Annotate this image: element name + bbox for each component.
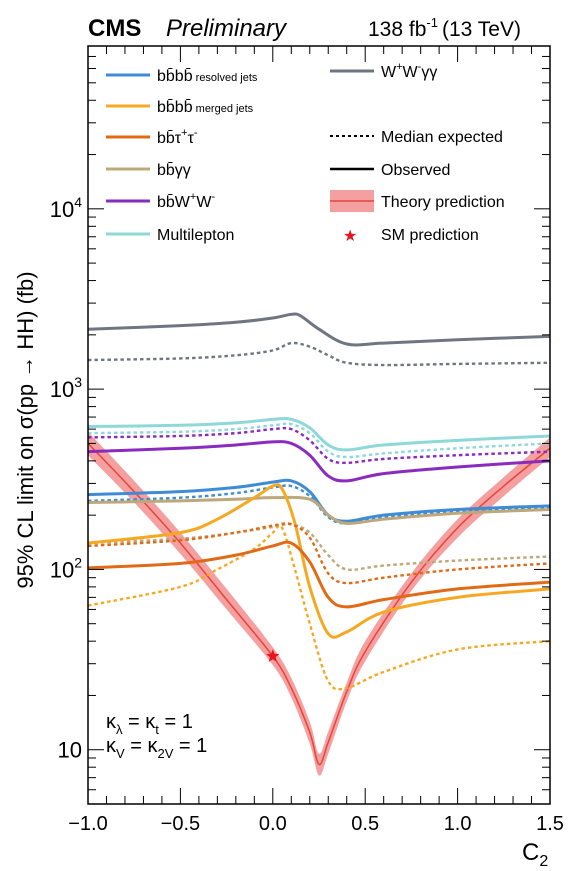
sm-prediction-star-icon [266, 649, 280, 662]
data-layer [88, 312, 550, 776]
annotation-2-sub2: 2V [157, 746, 173, 761]
series-bbgg-expected [88, 522, 550, 572]
series-bbbb_merged-observed [88, 483, 550, 639]
y-tick-label-exponent: 4 [74, 194, 82, 210]
legend-sup-bbtautau-b: - [194, 127, 198, 139]
annotation-line-1: κλ = κt = 1 [106, 711, 193, 737]
y-tick-label-base: 10 [50, 377, 74, 402]
legend-small-bbbb-resolved: resolved jets [193, 72, 258, 84]
series-bbbb_res-observed [88, 478, 550, 523]
annotation-2-mid: = [125, 735, 148, 757]
y-tick-label: 10 [58, 738, 82, 763]
x-tick-label: 1.0 [444, 813, 472, 835]
y-tick-label-exponent: 2 [74, 554, 82, 570]
tick-layer [87, 45, 551, 805]
y-tick-label-base: 10 [58, 738, 82, 763]
x-axis-title: C2 [522, 839, 548, 870]
lumi-label: 138 fb-1 (13 TeV) [368, 15, 521, 41]
annotation-2-sub1: V [116, 746, 125, 761]
legend-sup-wwgg-b: - [418, 61, 422, 73]
legend-label-bbww: bb̄W+W- [157, 191, 215, 211]
legend-text-bbbb-resolved: bb̄bb̄ [157, 68, 193, 85]
x-tick-label: 1.5 [536, 813, 564, 835]
x-tick-label: 0.5 [351, 813, 379, 835]
annotation-2-end: = 1 [173, 735, 207, 757]
annotation-1-sub1: λ [116, 722, 123, 737]
legend-text-bbtautau-a: bb̄τ [157, 130, 182, 147]
y-tick-label: 102 [50, 554, 82, 582]
legend-label-sm: SM prediction [381, 227, 479, 244]
y-tick-label-exponent: 3 [74, 374, 82, 390]
legend-text-bbww-b: W [196, 194, 212, 211]
legend-swatch-sm-star-icon: ★ [343, 228, 357, 245]
y-tick-label: 103 [50, 374, 82, 402]
legend-label-median-expected: Median expected [381, 129, 503, 146]
x-axis-title-main: C [522, 839, 539, 866]
series-bbbb_merged-expected [88, 524, 550, 691]
series-multilepton-expected [88, 422, 550, 459]
legend: bb̄bb̄ resolved jets bb̄bb̄ merged jets … [106, 61, 505, 245]
legend-sup-bbww-b: - [211, 191, 215, 203]
annotation-1-k2: κ [145, 711, 156, 733]
x-tick-label: 0.0 [259, 813, 287, 835]
legend-label-bbbb-resolved: bb̄bb̄ resolved jets [157, 68, 258, 85]
experiment-label: CMS [88, 15, 141, 42]
y-tick-label-base: 10 [50, 557, 74, 582]
legend-small-bbbb-merged: merged jets [193, 103, 254, 115]
annotation-1-k: κ [106, 711, 117, 733]
legend-text-wwgg-a: W [381, 64, 397, 81]
annotation-1-end: = 1 [159, 711, 193, 733]
legend-label-bbbb-merged: bb̄bb̄ merged jets [157, 99, 254, 116]
series-bbbb_res-expected [88, 484, 550, 525]
legend-text-bbbb-merged: bb̄bb̄ [157, 99, 193, 116]
series-wwgg-expected [88, 341, 550, 367]
series-bbtautau-observed [88, 540, 550, 609]
series-bbww-expected [88, 426, 550, 465]
legend-label-bbtautau: bb̄τ+τ- [157, 127, 198, 147]
legend-label-theory: Theory prediction [381, 194, 505, 211]
annotation-2-k2: κ [147, 735, 158, 757]
series-bbgg-observed [88, 495, 550, 525]
x-tick-label: −0.5 [161, 813, 200, 835]
legend-label-wwgg: W+W-γγ [381, 61, 437, 81]
series-bbtautau-expected [88, 522, 550, 585]
lumi-exponent: -1 [426, 15, 438, 30]
legend-text-wwgg-c: γγ [421, 64, 437, 81]
energy-value: (13 TeV) [442, 18, 521, 41]
legend-sup-bbtautau-a: + [181, 127, 187, 139]
series-wwgg-observed [88, 312, 550, 347]
y-axis-title: 95% CL limit on σ(pp → HH) (fb) [13, 271, 38, 588]
series-multilepton-observed [88, 417, 550, 452]
y-tick-label-base: 10 [50, 197, 74, 222]
annotation-2-k: κ [106, 735, 117, 757]
lumi-value: 138 fb [368, 18, 426, 41]
y-tick-label: 104 [50, 194, 82, 222]
legend-sup-bbww-a: + [190, 191, 196, 203]
plot-frame [87, 45, 551, 805]
legend-label-bbgg: bb̄γγ [157, 162, 191, 179]
x-tick-label: −1.0 [68, 813, 107, 835]
legend-label-multilepton: Multilepton [157, 227, 234, 244]
x-axis-title-sub: 2 [539, 853, 548, 870]
annotation-1-sub2: t [155, 722, 159, 737]
legend-sup-wwgg-a: + [396, 61, 402, 73]
legend-text-bbww-a: bb̄W [157, 194, 191, 211]
legend-text-wwgg-b: W [403, 64, 419, 81]
series-bbww-observed [88, 440, 550, 483]
status-label: Preliminary [166, 15, 288, 42]
legend-text-bbtautau-b: τ [188, 130, 195, 147]
theory-line [88, 442, 550, 766]
legend-label-observed: Observed [381, 162, 450, 179]
annotation-1-mid: = [123, 711, 146, 733]
annotation-line-2: κV = κ2V = 1 [106, 735, 207, 761]
